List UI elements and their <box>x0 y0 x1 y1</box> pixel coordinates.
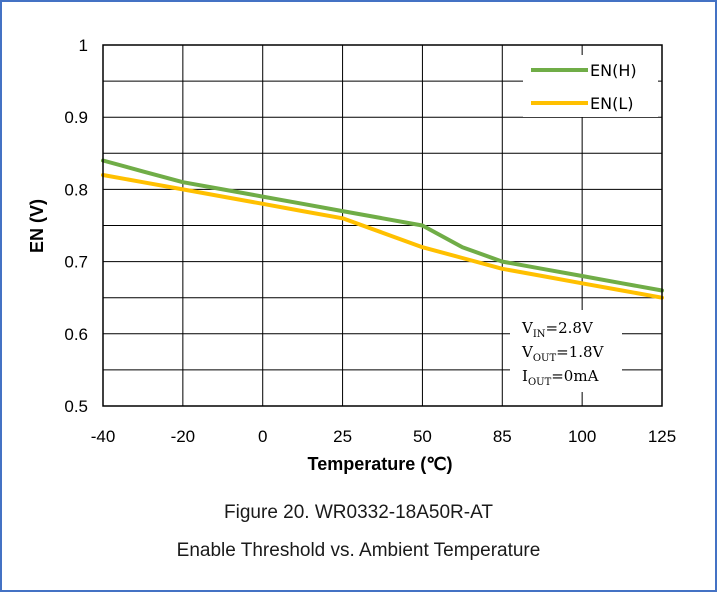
series-line-en-h <box>101 158 664 293</box>
x-tick-label: 125 <box>648 427 676 446</box>
x-tick-label: -40 <box>91 427 116 446</box>
y-tick-label: 0.7 <box>64 253 88 272</box>
plot-area-border <box>102 44 663 407</box>
chart-series <box>101 158 664 300</box>
annotation-line: IOUT=0mA <box>522 367 599 388</box>
legend-label: EN(L) <box>590 94 633 113</box>
y-tick-label: 0.6 <box>64 325 88 344</box>
x-tick-label: 50 <box>413 427 432 446</box>
x-tick-label: 85 <box>493 427 512 446</box>
y-tick-label: 0.8 <box>64 180 88 199</box>
annotation-line: VIN=2.8V <box>521 319 594 340</box>
annotation-line: VOUT=1.8V <box>521 343 605 364</box>
x-tick-label: 25 <box>333 427 352 446</box>
y-tick-label: 0.5 <box>64 397 88 416</box>
y-axis-label: EN (V) <box>27 199 47 253</box>
x-tick-label: 0 <box>258 427 267 446</box>
x-axis-label: Temperature (℃) <box>308 454 453 474</box>
line-chart: 0.5 0.6 0.7 0.8 0.9 1 -40 -20 0 25 50 85 100 125 Tem… <box>27 36 676 474</box>
conditions-annotation: VIN=2.8V VOUT=1.8V IOUT=0mA <box>510 310 622 392</box>
plot-area-frame <box>102 44 663 407</box>
annotation-box <box>510 310 622 392</box>
y-axis-tick-labels: 0.5 0.6 0.7 0.8 0.9 1 <box>64 36 88 416</box>
x-tick-label: -20 <box>171 427 196 446</box>
legend-label: EN(H) <box>590 61 637 80</box>
series-line-en-l <box>101 173 664 300</box>
x-tick-label: 100 <box>568 427 596 446</box>
figure-caption-subtitle: Enable Threshold vs. Ambient Temperature <box>176 540 541 561</box>
y-tick-label: 1 <box>79 36 88 55</box>
legend-box <box>523 55 658 117</box>
chart-legend: EN(H) EN(L) <box>523 55 658 117</box>
y-tick-label: 0.9 <box>64 108 88 127</box>
x-axis-tick-labels: -40 -20 0 25 50 85 100 125 <box>91 427 676 446</box>
figure-caption-title: Figure 20. WR0332-18A50R-AT <box>224 502 493 523</box>
